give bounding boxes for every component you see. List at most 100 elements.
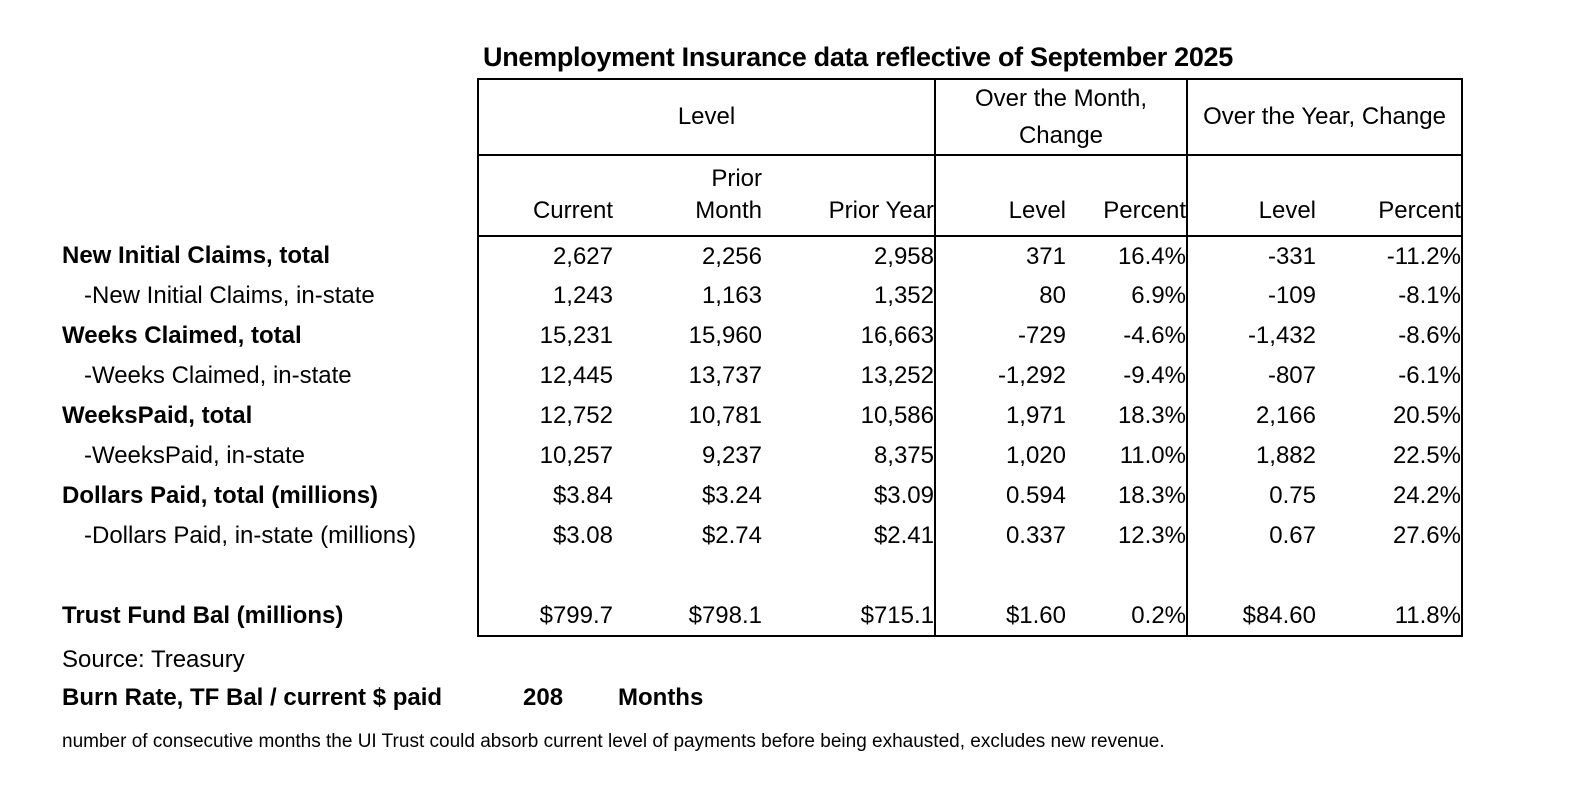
cell-prior-year: 2,958 — [873, 242, 934, 270]
cell-otm-level: $1.60 — [934, 596, 1066, 638]
burn-rate-row: Burn Rate, TF Bal / current $ paid 208 M… — [62, 684, 1062, 716]
table-row: Trust Fund Bal (millions) $799.7 $798.1 … — [62, 596, 1463, 638]
table-row: -Weeks Claimed, in-state 12,445 13,737 1… — [62, 356, 1463, 397]
cell-prior-year: 1,352 — [873, 282, 934, 310]
cell-current: $3.84 — [477, 476, 613, 517]
cell-otm-level: 80 — [934, 276, 1066, 317]
table-row: -New Initial Claims, in-state 1,243 1,16… — [62, 276, 1463, 317]
spacer-cell — [613, 556, 762, 596]
cell-current: $799.7 — [477, 596, 613, 638]
row-label: -WeeksPaid, in-state — [84, 442, 305, 470]
cell-current: 12,752 — [477, 396, 613, 437]
cell-otm-level: 0.337 — [934, 516, 1066, 557]
spacer-row — [62, 556, 1463, 597]
cell-otm-percent: -9.4% — [1123, 362, 1186, 390]
burn-rate-value: 208 — [523, 684, 564, 711]
cell-oty-level: -1,432 — [1186, 316, 1316, 357]
cell-oty-level: 1,882 — [1186, 436, 1316, 477]
header-level-group: Level — [477, 77, 935, 157]
cell-current: 15,231 — [477, 316, 613, 357]
cell-prior-year: $3.09 — [873, 482, 934, 510]
cell-otm-level: 0.594 — [934, 476, 1066, 517]
cell-oty-percent: 22.5% — [1316, 436, 1463, 477]
spacer-cell — [1316, 556, 1463, 597]
table-row: -WeeksPaid, in-state 10,257 9,237 8,375 … — [62, 436, 1463, 477]
header-over-year-group: Over the Year, Change — [1186, 77, 1463, 157]
burn-rate-unit: Months — [618, 684, 704, 711]
cell-prior-year: 13,252 — [860, 362, 934, 390]
cell-oty-level: 2,166 — [1186, 396, 1316, 437]
col-header-oty-level: Level — [1186, 155, 1316, 238]
cell-oty-percent: 11.8% — [1316, 596, 1463, 638]
cell-prior-month: 13,737 — [688, 362, 762, 390]
cell-oty-level: 0.67 — [1186, 516, 1316, 557]
cell-oty-level: -331 — [1186, 236, 1316, 277]
cell-prior-month: $3.24 — [701, 482, 762, 510]
table-row: Dollars Paid, total (millions) $3.84 $3.… — [62, 476, 1463, 517]
cell-current: 12,445 — [477, 356, 613, 397]
cell-prior-month: $798.1 — [613, 596, 762, 638]
spacer-cell — [477, 556, 613, 597]
ui-data-table: Level Over the Month, Change Over the Ye… — [62, 77, 1463, 638]
spacer-cell — [762, 556, 935, 596]
col-header-otm-level: Level — [934, 155, 1066, 238]
spacer-cell — [62, 556, 478, 596]
cell-prior-month: 2,256 — [701, 242, 762, 270]
cell-otm-percent: -4.6% — [1123, 322, 1186, 350]
row-label: -New Initial Claims, in-state — [84, 282, 375, 310]
row-label: Dollars Paid, total (millions) — [62, 482, 379, 510]
cell-otm-percent: 18.3% — [1117, 402, 1186, 430]
cell-otm-percent: 16.4% — [1117, 242, 1186, 270]
spacer-cell — [1186, 556, 1316, 597]
spacer-cell — [934, 556, 1066, 597]
cell-oty-level: 0.75 — [1186, 476, 1316, 517]
header-sub-row: Current Prior Month Prior Year Level Per… — [62, 155, 1463, 238]
cell-otm-percent: 11.0% — [1119, 442, 1186, 470]
cell-otm-level: -1,292 — [934, 356, 1066, 397]
spacer-cell — [1066, 556, 1187, 596]
cell-prior-month: 9,237 — [701, 442, 762, 470]
col-header-oty-percent: Percent — [1316, 155, 1463, 238]
row-label: -Dollars Paid, in-state (millions) — [84, 522, 417, 550]
cell-oty-percent: 24.2% — [1316, 476, 1463, 517]
cell-oty-percent: -6.1% — [1316, 356, 1463, 397]
row-label: New Initial Claims, total — [62, 242, 331, 270]
cell-current: 10,257 — [477, 436, 613, 477]
table-row: New Initial Claims, total 2,627 2,256 2,… — [62, 236, 1463, 277]
table-row: WeeksPaid, total 12,752 10,781 10,586 1,… — [62, 396, 1463, 437]
cell-otm-percent: 18.3% — [1117, 482, 1186, 510]
cell-prior-year: 8,375 — [873, 442, 934, 470]
header-spacer — [62, 79, 478, 155]
cell-prior-month: 10,781 — [688, 402, 762, 430]
cell-prior-year: 10,586 — [860, 402, 934, 430]
page-title: Unemployment Insurance data reflective o… — [483, 42, 1233, 72]
cell-oty-percent: 27.6% — [1316, 516, 1463, 557]
cell-prior-month: 15,960 — [688, 322, 762, 350]
cell-current: $3.08 — [477, 516, 613, 557]
row-label: Weeks Claimed, total — [62, 322, 302, 350]
cell-otm-percent: 6.9% — [1131, 282, 1186, 310]
cell-oty-level: -807 — [1186, 356, 1316, 397]
cell-oty-percent: -11.2% — [1316, 236, 1463, 277]
col-header-otm-percent: Percent — [1066, 155, 1187, 238]
cell-prior-year: 16,663 — [860, 322, 934, 350]
cell-prior-month: 1,163 — [701, 282, 762, 310]
cell-oty-percent: -8.6% — [1316, 316, 1463, 357]
header-group-row: Level Over the Month, Change Over the Ye… — [62, 77, 1463, 157]
row-label: WeeksPaid, total — [62, 402, 253, 430]
cell-oty-level: $84.60 — [1186, 596, 1316, 638]
col-header-prior-year: Prior Year — [762, 155, 935, 238]
cell-current: 1,243 — [477, 276, 613, 317]
row-label: Trust Fund Bal (millions) — [62, 602, 344, 630]
source-note: Source: Treasury — [62, 646, 245, 673]
cell-prior-year: $2.41 — [873, 522, 934, 550]
cell-oty-percent: -8.1% — [1316, 276, 1463, 317]
table-row: Weeks Claimed, total 15,231 15,960 16,66… — [62, 316, 1463, 357]
cell-otm-percent: 0.2% — [1066, 596, 1187, 638]
cell-otm-percent: 12.3% — [1117, 522, 1186, 550]
header-over-month-group: Over the Month, Change — [934, 77, 1187, 157]
cell-oty-percent: 20.5% — [1316, 396, 1463, 437]
cell-prior-year: $715.1 — [762, 596, 935, 638]
cell-current: 2,627 — [477, 236, 613, 277]
